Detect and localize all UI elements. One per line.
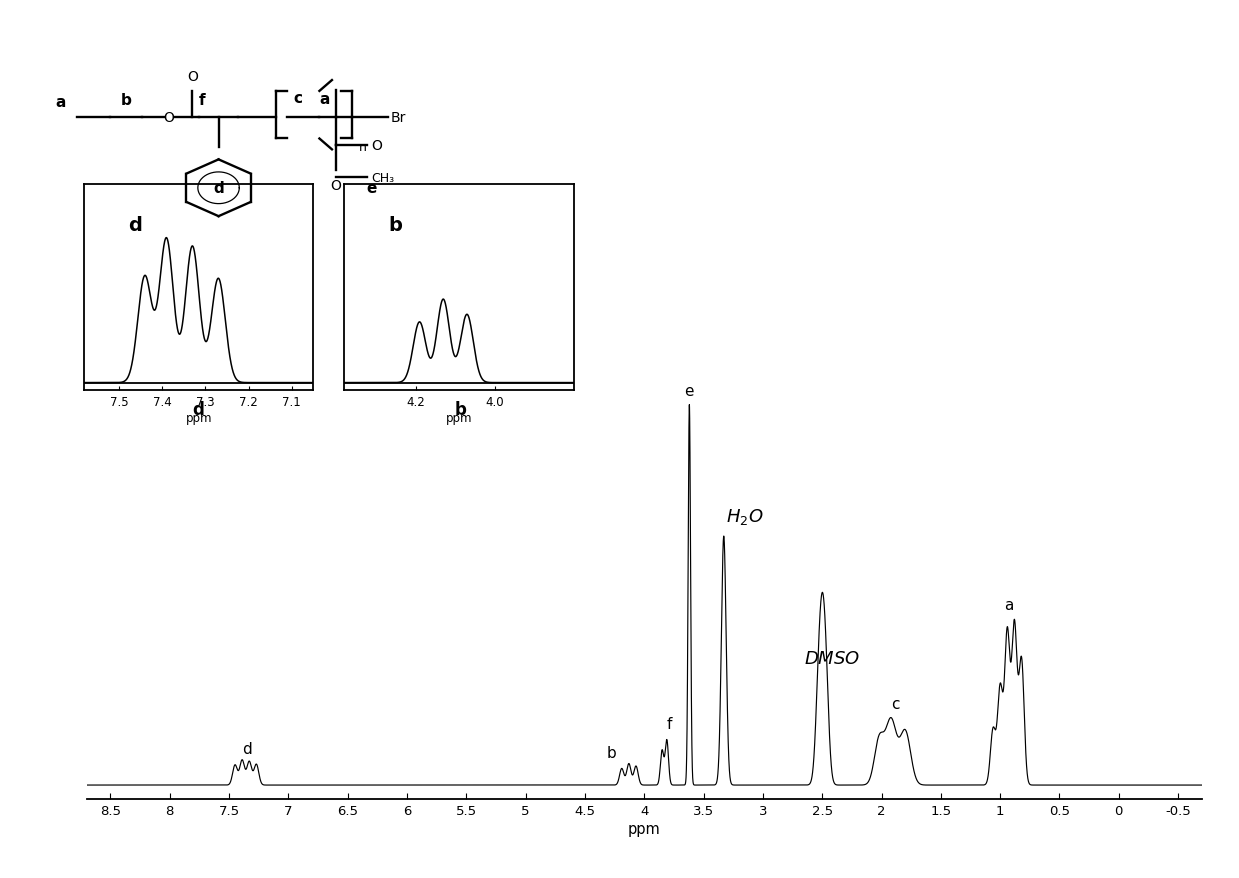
Text: a: a <box>320 92 330 107</box>
Text: O: O <box>372 139 382 153</box>
Text: O: O <box>187 70 198 84</box>
Text: c: c <box>892 696 900 711</box>
Text: d: d <box>192 400 204 418</box>
Text: b: b <box>606 745 616 760</box>
Text: d: d <box>128 215 141 234</box>
X-axis label: ppm: ppm <box>628 821 660 836</box>
Text: f: f <box>667 716 672 731</box>
Text: $\mathit{H_2O}$: $\mathit{H_2O}$ <box>726 506 764 526</box>
Text: O: O <box>164 111 173 125</box>
Text: e: e <box>366 181 377 196</box>
Text: f: f <box>199 93 206 108</box>
Text: b: b <box>120 93 131 108</box>
Text: a: a <box>1004 597 1014 613</box>
Text: n: n <box>359 140 367 154</box>
Text: c: c <box>294 91 302 106</box>
Text: d: d <box>213 181 224 196</box>
X-axis label: ppm: ppm <box>186 411 212 424</box>
Text: e: e <box>685 384 694 399</box>
Text: Br: Br <box>390 111 405 125</box>
X-axis label: ppm: ppm <box>446 411 472 424</box>
Text: O: O <box>331 178 341 192</box>
Text: d: d <box>242 742 252 757</box>
Text: a: a <box>56 95 66 111</box>
Text: b: b <box>455 400 467 418</box>
Text: b: b <box>388 215 401 234</box>
Text: CH₃: CH₃ <box>372 171 394 184</box>
Text: $\mathit{DMSO}$: $\mathit{DMSO}$ <box>804 650 860 667</box>
